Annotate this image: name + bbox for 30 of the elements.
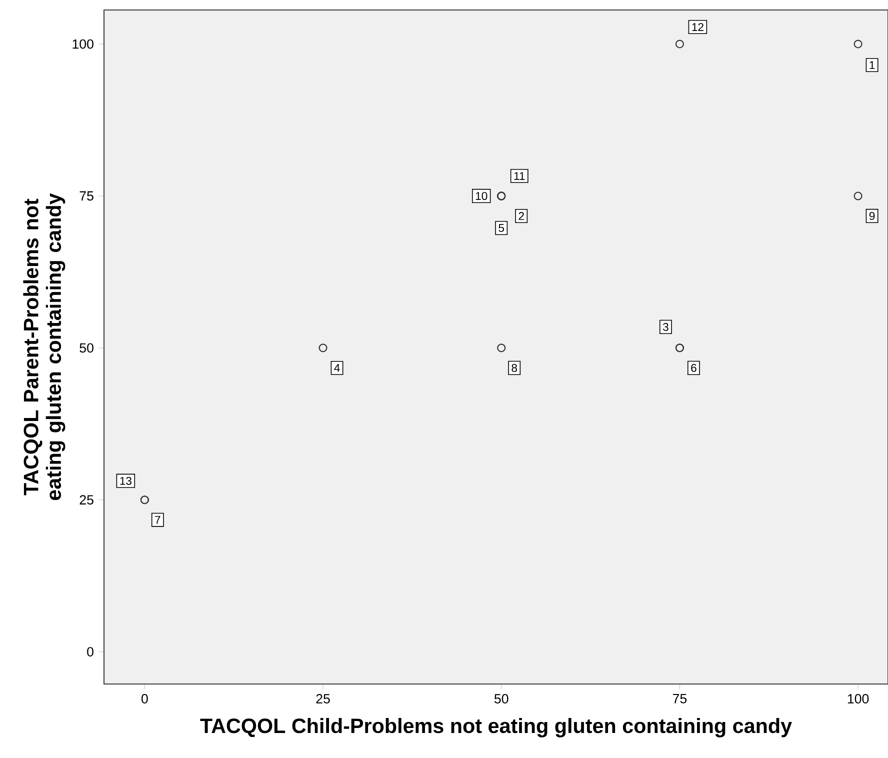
point [497, 344, 506, 352]
annotation: 5 [498, 224, 504, 232]
point [854, 192, 862, 200]
annotation: 3 [662, 322, 668, 331]
annotation: 6 [691, 364, 696, 372]
y-tick-label: 50 [80, 343, 94, 353]
annotation: 1 [870, 61, 875, 69]
y-tick-label: 0 [87, 647, 94, 657]
x-tick-label: 0 [141, 694, 148, 704]
point [675, 40, 684, 48]
annotation: 4 [334, 364, 340, 372]
y-tick-label: 75 [80, 191, 94, 201]
y-tick-label: 25 [80, 495, 94, 505]
y-axis-title: TACQOL Parent-Problems not eating gluten containing candy [23, 193, 66, 500]
annotation: 12 [692, 23, 704, 31]
x-tick-label: 50 [494, 694, 508, 704]
annotation: 11 [514, 172, 525, 180]
annotation: 7 [155, 516, 160, 524]
annotation: 2 [518, 212, 524, 220]
x-tick-label: 75 [672, 694, 687, 704]
y-tick-label: 100 [72, 39, 94, 49]
point [854, 40, 862, 48]
x-tick-label: 100 [848, 694, 869, 704]
annotation: 8 [512, 364, 518, 372]
point [318, 344, 328, 352]
x-axis-title: TACQOL Child-Problems not eating gluten containing candy [200, 718, 792, 738]
annotation: 9 [869, 212, 875, 220]
annotation: 13 [120, 476, 132, 485]
x-tick-label: 25 [316, 694, 330, 704]
annotation: 10 [476, 192, 488, 200]
